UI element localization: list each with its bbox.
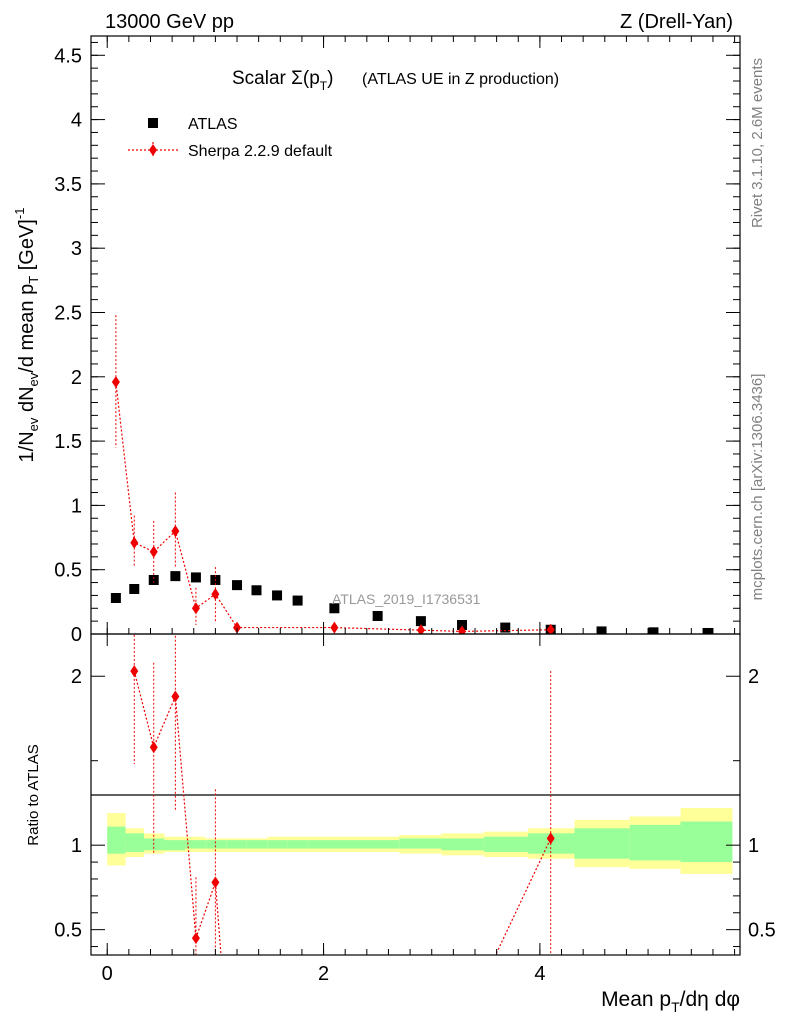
band-inner-9 <box>287 840 309 849</box>
sherpa-point-0 <box>111 375 120 388</box>
atlas-point-2 <box>148 574 159 585</box>
atlas-point-6 <box>232 580 243 591</box>
x-tick-label-1: 2 <box>318 963 329 985</box>
atlas-point-13 <box>457 619 468 630</box>
band-inner-17 <box>629 824 681 861</box>
ratio-line <box>133 671 552 955</box>
uncertainty-bands <box>107 808 733 874</box>
legend: ATLAS Sherpa 2.2.9 default <box>128 116 333 160</box>
legend-atlas-label: ATLAS <box>188 116 238 133</box>
analysis-watermark: ATLAS_2019_I1736531 <box>332 591 481 607</box>
band-inner-3 <box>164 840 186 851</box>
ratio-tick-label-right-2: 2 <box>748 666 759 688</box>
band-inner-5 <box>205 840 227 849</box>
band-inner-4 <box>185 840 206 849</box>
band-inner-14 <box>483 836 528 852</box>
y-tick-label-4: 2 <box>71 367 82 389</box>
y-tick-label-7: 3.5 <box>54 174 82 196</box>
ratio-tick-label-left-1: 1 <box>71 835 82 857</box>
atlas-point-3 <box>170 571 181 582</box>
ratio-point-2 <box>171 690 180 703</box>
band-inner-6 <box>226 840 247 849</box>
title-main: Scalar Σ(p <box>232 68 320 89</box>
legend-sherpa-marker <box>149 144 157 156</box>
y-tick-label-5: 2.5 <box>54 302 82 324</box>
ratio-point-0 <box>130 665 139 678</box>
sherpa-point-8 <box>416 624 425 634</box>
atlas-point-9 <box>292 595 303 606</box>
legend-sherpa-label: Sherpa 2.2.9 default <box>188 143 333 160</box>
x-axis-label: Mean pT/dη dφ <box>601 988 740 1015</box>
atlas-point-14 <box>500 622 511 633</box>
atlas-point-16 <box>596 626 607 634</box>
band-inner-11 <box>356 840 400 849</box>
header-energy: 13000 GeV pp <box>105 11 234 33</box>
atlas-point-1 <box>129 583 140 594</box>
atlas-point-7 <box>251 585 262 596</box>
title-rest: (ATLAS UE in Z production) <box>362 71 559 88</box>
ratio-panel-frame <box>90 633 741 956</box>
header-process: Z (Drell-Yan) <box>620 11 733 33</box>
x-tick-label-2: 4 <box>534 963 545 985</box>
atlas-point-10 <box>329 603 340 614</box>
band-inner-16 <box>574 828 630 859</box>
sherpa-point-3 <box>171 525 180 538</box>
y-axis-label-ratio: Ratio to ATLAS <box>25 744 42 845</box>
y-tick-label-9: 4.5 <box>54 45 82 67</box>
ratio-panel-marks <box>130 634 555 955</box>
atlas-point-11 <box>372 610 383 621</box>
x-tick-label-0: 0 <box>102 963 113 985</box>
chart-title: Scalar Σ(pT) <box>232 68 333 93</box>
y-tick-label-2: 1 <box>71 495 82 517</box>
axis-ticks: 0 2 4 0 0.5 1 1.5 2 2.5 3 3.5 4 4.5 0.5 0.5 1 1 2 2 <box>54 36 776 985</box>
atlas-point-0 <box>110 592 121 603</box>
sherpa-point-9 <box>458 625 467 634</box>
band-inner-12 <box>399 838 442 849</box>
y-tick-label-8: 4 <box>71 110 82 132</box>
ratio-tick-label-left-2: 2 <box>71 666 82 688</box>
band-inner-0 <box>107 826 126 854</box>
ratio-tick-label-right-0: 0.5 <box>748 920 776 942</box>
ratio-point-7 <box>546 832 555 845</box>
rivet-version-label: Rivet 3.1.10, 2.6M events <box>749 58 766 228</box>
y-tick-label-6: 3 <box>71 238 82 260</box>
band-inner-13 <box>441 838 484 851</box>
band-inner-2 <box>144 838 165 851</box>
ratio-point-4 <box>211 876 220 889</box>
title-close: ) <box>327 68 333 89</box>
y-tick-label-1: 0.5 <box>54 560 82 582</box>
band-inner-18 <box>680 821 733 863</box>
sherpa-point-7 <box>330 621 339 634</box>
top-panel-marks <box>110 315 713 634</box>
ratio-tick-label-right-1: 1 <box>748 835 759 857</box>
title-sub: T <box>320 79 328 93</box>
atlas-point-8 <box>272 590 283 601</box>
sherpa-point-10 <box>546 623 555 634</box>
ratio-tick-label-left-0: 0.5 <box>54 920 82 942</box>
sherpa-point-2 <box>149 545 158 558</box>
y-axis-label-top: 1/Nev dNev/d mean pT [GeV]-1 <box>12 208 41 463</box>
y-tick-label-0: 0 <box>71 624 82 646</box>
band-inner-8 <box>267 840 288 849</box>
y-tick-label-3: 1.5 <box>54 431 82 453</box>
atlas-point-4 <box>190 572 201 583</box>
mcplots-label: mcplots.cern.ch [arXiv:1306.3436] <box>749 374 766 601</box>
sherpa-point-4 <box>191 602 200 615</box>
sherpa-point-5 <box>211 588 220 601</box>
sherpa-point-1 <box>130 536 139 549</box>
atlas-point-17 <box>648 627 659 634</box>
atlas-point-18 <box>702 627 713 634</box>
sherpa-point-6 <box>233 621 242 634</box>
band-inner-10 <box>308 840 357 849</box>
atlas-point-12 <box>415 616 426 627</box>
legend-atlas-marker <box>148 118 158 128</box>
band-inner-7 <box>246 840 268 849</box>
ratio-point-1 <box>149 741 158 754</box>
band-inner-1 <box>125 833 145 852</box>
ratio-point-3 <box>191 932 200 945</box>
